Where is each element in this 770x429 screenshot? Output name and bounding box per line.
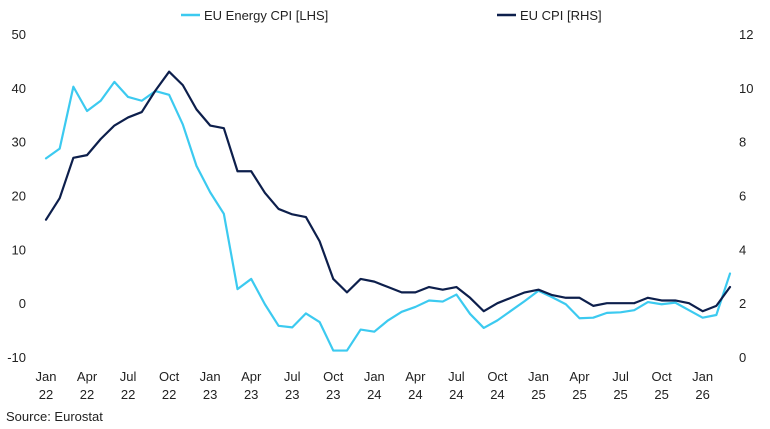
x-tick-month-label: Jul [612, 369, 629, 384]
legend: EU Energy CPI [LHS] EU CPI [RHS] [181, 8, 602, 23]
x-tick-year-label: 23 [326, 387, 340, 402]
x-tick-month-label: Oct [159, 369, 180, 384]
x-tick-year-label: 23 [285, 387, 299, 402]
x-tick-year-label: 25 [572, 387, 586, 402]
x-tick-year-label: 25 [613, 387, 627, 402]
y-left-tick-label: -10 [7, 350, 26, 365]
x-tick-month-label: Jan [692, 369, 713, 384]
x-tick-month-label: Oct [487, 369, 508, 384]
series-lines [44, 70, 732, 352]
x-tick-year-label: 24 [490, 387, 504, 402]
x-tick-year-label: 24 [449, 387, 463, 402]
x-tick-year-label: 22 [121, 387, 135, 402]
x-tick-month-label: Apr [241, 369, 262, 384]
x-tick-year-label: 23 [244, 387, 258, 402]
y-left-tick-label: 0 [19, 296, 26, 311]
x-tick-year-label: 25 [654, 387, 668, 402]
y-left-tick-label: 40 [12, 81, 26, 96]
y-left-tick-label: 20 [12, 189, 26, 204]
x-tick-year-label: 22 [162, 387, 176, 402]
series-line-eu-cpi [44, 70, 732, 313]
x-tick-month-label: Apr [405, 369, 426, 384]
y-right-tick-label: 0 [739, 350, 746, 365]
x-tick-year-label: 25 [531, 387, 545, 402]
y-left-tick-label: 10 [12, 242, 26, 257]
y-left-tick-label: 50 [12, 27, 26, 42]
series-line-energy-cpi [44, 80, 732, 352]
x-tick-month-label: Jan [36, 369, 57, 384]
x-tick-year-label: 26 [695, 387, 709, 402]
x-tick-month-label: Jul [284, 369, 301, 384]
y-right-tick-label: 12 [739, 27, 753, 42]
legend-label-energy-cpi: EU Energy CPI [LHS] [204, 8, 328, 23]
y-right-tick-label: 10 [739, 81, 753, 96]
x-tick-month-label: Apr [77, 369, 98, 384]
x-tick-year-label: 24 [367, 387, 381, 402]
y-right-tick-label: 6 [739, 189, 746, 204]
x-tick-month-label: Jul [120, 369, 137, 384]
y-axis-right: 0 2 4 6 8 10 12 [739, 27, 753, 365]
y-right-tick-label: 8 [739, 135, 746, 150]
y-right-tick-label: 2 [739, 296, 746, 311]
x-tick-year-label: 22 [80, 387, 94, 402]
x-tick-year-label: 22 [39, 387, 53, 402]
x-tick-month-label: Oct [651, 369, 672, 384]
x-tick-month-label: Jan [364, 369, 385, 384]
x-tick-month-label: Apr [569, 369, 590, 384]
legend-label-eu-cpi: EU CPI [RHS] [520, 8, 602, 23]
y-axis-left: -10 0 10 20 30 40 50 [7, 27, 26, 365]
y-left-tick-label: 30 [12, 135, 26, 150]
x-tick-month-label: Oct [323, 369, 344, 384]
x-tick-year-label: 24 [408, 387, 422, 402]
source-note: Source: Eurostat [6, 409, 103, 424]
y-right-tick-label: 4 [739, 242, 746, 257]
x-tick-month-label: Jan [528, 369, 549, 384]
x-tick-month-label: Jul [448, 369, 465, 384]
x-axis: Jan 22 Apr 22 Jul 22 Oct 22 Jan 23 Apr 23 Jul 23 Oct 23… [36, 369, 714, 402]
x-tick-year-label: 23 [203, 387, 217, 402]
x-tick-month-label: Jan [200, 369, 221, 384]
